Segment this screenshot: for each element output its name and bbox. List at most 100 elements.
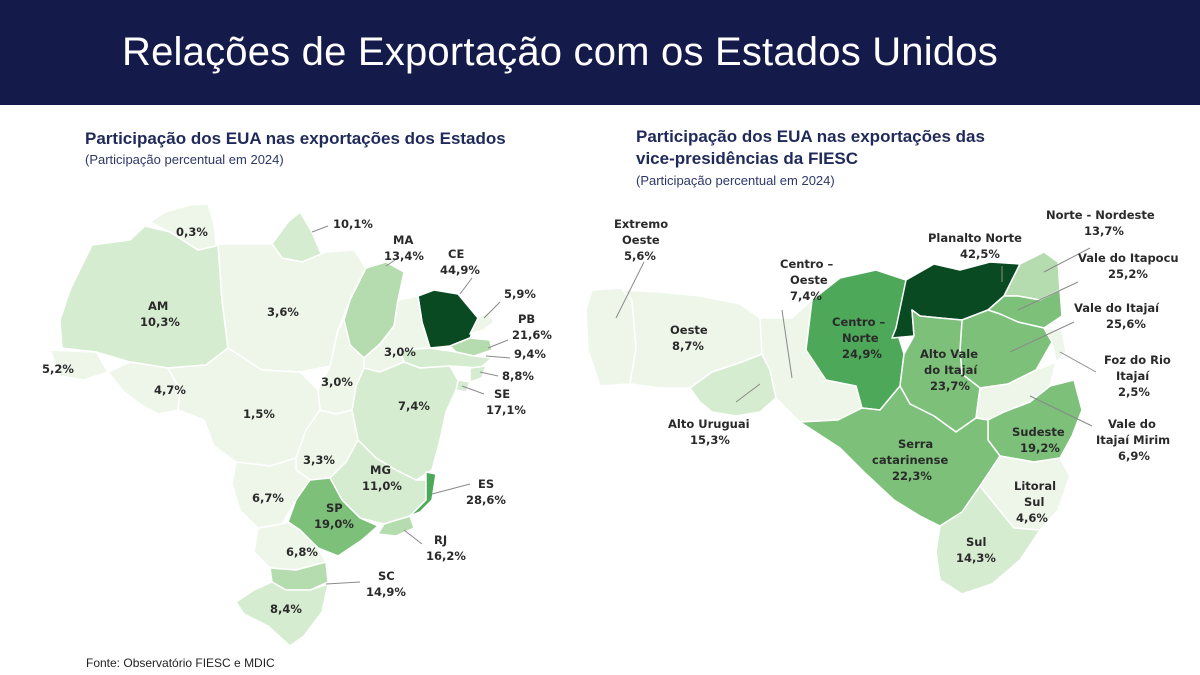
label-cn-line2: Norte <box>842 331 879 345</box>
label-pa: 3,6% <box>267 305 299 319</box>
label-oeste-value: 8,7% <box>672 339 704 353</box>
label-sd-value: 19,2% <box>1020 441 1060 455</box>
label-vi-name: Vale do Itapocu <box>1078 251 1179 265</box>
label-ma-value: 13,4% <box>384 249 424 263</box>
label-ma-name: MA <box>393 233 413 247</box>
label-ce-value: 44,9% <box>440 263 480 277</box>
label-am-name: AM <box>148 299 168 313</box>
label-rs: 8,4% <box>270 602 302 616</box>
label-rj-name: RJ <box>434 533 447 547</box>
region-serra-catarinense <box>799 385 1001 527</box>
label-au-name: Alto Uruguai <box>668 417 750 431</box>
label-pn-value: 42,5% <box>960 247 1000 261</box>
label-rr: 0,3% <box>176 225 208 239</box>
label-av-line1: Alto Vale <box>920 347 978 361</box>
label-serra-line2: catarinense <box>872 453 948 467</box>
label-ls-line2: Sul <box>1024 495 1044 509</box>
state-rr <box>149 203 217 251</box>
label-ba: 7,4% <box>398 399 430 413</box>
label-mg-name: MG <box>370 463 391 477</box>
brazil-leader-lines <box>311 225 511 585</box>
label-fr-line1: Foz do Rio <box>1104 353 1171 367</box>
right-map-title-line1: Participação dos EUA nas exportações das <box>636 127 985 146</box>
label-nn-name: Norte - Nordeste <box>1046 208 1155 222</box>
label-sc-name: SC <box>378 569 395 583</box>
label-serra-value: 22,3% <box>892 469 932 483</box>
region-sul <box>935 485 1041 595</box>
label-sc-value: 14,9% <box>366 585 406 599</box>
label-ls-line1: Litoral <box>1014 479 1056 493</box>
region-extremo-oeste <box>585 287 637 387</box>
slide-header: Relações de Exportação com os Estados Un… <box>0 0 1200 105</box>
label-co-line1: Centro – <box>780 257 833 271</box>
label-sul-name: Sul <box>966 535 986 549</box>
label-to: 3,0% <box>321 375 353 389</box>
label-ro: 4,7% <box>154 383 186 397</box>
label-vm-line1: Vale do <box>1108 417 1156 431</box>
label-ce-name: CE <box>448 247 464 261</box>
label-vm-value: 6,9% <box>1118 449 1150 463</box>
sc-regions <box>585 251 1083 595</box>
label-pn-name: Planalto Norte <box>928 231 1022 245</box>
label-sp-value: 19,0% <box>314 517 354 531</box>
label-es-value: 28,6% <box>466 493 506 507</box>
label-cn-value: 24,9% <box>842 347 882 361</box>
sc-leader-lines <box>615 247 1097 427</box>
right-map-subtitle: (Participação percentual em 2024) <box>636 173 835 188</box>
label-sul-value: 14,3% <box>956 551 996 565</box>
label-oeste-name: Oeste <box>670 323 708 337</box>
state-ac <box>49 349 109 381</box>
label-rn: 5,9% <box>504 287 536 301</box>
label-fr-value: 2,5% <box>1118 385 1150 399</box>
brazil-map: 0,3% 10,1% AM 10,3% 3,6% MA 13,4% CE 44,… <box>42 203 552 647</box>
label-am-value: 10,3% <box>140 315 180 329</box>
label-co-value: 7,4% <box>790 289 822 303</box>
label-av-line2: do Itajaí <box>924 363 978 377</box>
label-serra-line1: Serra <box>898 437 933 451</box>
label-mg-value: 11,0% <box>362 479 402 493</box>
right-map-title-line2: vice-presidências da FIESC <box>636 149 859 168</box>
sc-region-labels: Extremo Oeste 5,6% Centro – Oeste 7,4% O… <box>614 208 1179 565</box>
label-eo-line1: Extremo <box>614 217 668 231</box>
state-al <box>469 365 487 383</box>
label-pe: 9,4% <box>514 347 546 361</box>
label-au-value: 15,3% <box>690 433 730 447</box>
label-rj-value: 16,2% <box>426 549 466 563</box>
label-go: 3,3% <box>303 453 335 467</box>
left-map-subtitle: (Participação percentual em 2024) <box>85 152 284 167</box>
label-eo-value: 5,6% <box>624 249 656 263</box>
label-co-line2: Oeste <box>790 273 828 287</box>
label-pb-value: 21,6% <box>512 328 552 342</box>
label-cn-line1: Centro – <box>832 315 885 329</box>
label-vi-value: 25,2% <box>1108 267 1148 281</box>
source-note: Fonte: Observatório FIESC e MDIC <box>86 656 275 670</box>
label-eo-line2: Oeste <box>622 233 660 247</box>
label-se-value: 17,1% <box>486 403 526 417</box>
label-vt-name: Vale do Itajaí <box>1074 301 1160 315</box>
region-foz-rio-itajai <box>1043 327 1067 363</box>
label-sd-name: Sudeste <box>1012 425 1065 439</box>
label-nn-value: 13,7% <box>1084 224 1124 238</box>
label-es-name: ES <box>478 477 494 491</box>
label-fr-line2: Itajaí <box>1116 369 1150 383</box>
left-map-title: Participação dos EUA nas exportações dos… <box>85 129 506 148</box>
label-ac: 5,2% <box>42 362 74 376</box>
slide-title: Relações de Exportação com os Estados Un… <box>122 30 998 74</box>
state-rn <box>469 311 495 335</box>
label-pb-name: PB <box>518 312 535 326</box>
state-rs <box>235 581 329 647</box>
label-ap: 10,1% <box>333 217 373 231</box>
label-pi: 3,0% <box>384 345 416 359</box>
state-pr <box>253 521 327 571</box>
label-se-name: SE <box>494 387 510 401</box>
label-al: 8,8% <box>502 369 534 383</box>
label-vm-line2: Itajaí Mirim <box>1096 433 1170 447</box>
brazil-states <box>49 203 495 647</box>
label-av-value: 23,7% <box>930 379 970 393</box>
state-es <box>409 471 437 517</box>
label-ls-value: 4,6% <box>1016 511 1048 525</box>
label-ms: 6,7% <box>252 491 284 505</box>
label-mt: 1,5% <box>243 407 275 421</box>
label-sp-name: SP <box>326 501 343 515</box>
